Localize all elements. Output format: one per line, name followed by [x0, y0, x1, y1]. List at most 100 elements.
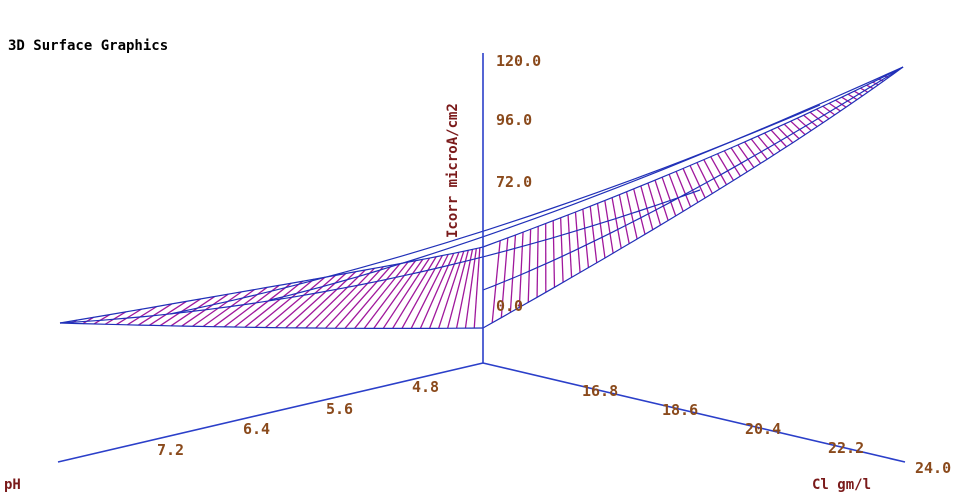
surface-hatch-line — [244, 280, 304, 328]
surface-hatch-line — [275, 274, 336, 329]
surface-hatch-line — [696, 162, 713, 194]
surface-hatch-line — [104, 311, 127, 325]
surface-hatch-line — [611, 197, 622, 249]
surface-hatch-line — [382, 257, 431, 329]
cl-axis — [482, 362, 906, 463]
surface-hatch-line — [438, 251, 465, 329]
surface-hatch-line — [737, 144, 755, 168]
surface-mesh-line — [169, 104, 821, 315]
surface-hatch-line — [822, 105, 836, 116]
surface-hatch-line — [560, 217, 564, 283]
ph-axis — [57, 362, 484, 463]
surface-hatch-line — [828, 102, 841, 112]
surface-hatch-line — [589, 206, 598, 263]
ph-tick-label: 5.6 — [326, 400, 353, 418]
surface-hatch-line — [757, 135, 775, 156]
surface-hatch-line — [202, 289, 255, 327]
surface-hatch-line — [796, 117, 812, 132]
surface-hatch-line — [654, 179, 669, 221]
surface-hatch-line — [582, 209, 590, 268]
surface-hatch-line — [689, 165, 706, 199]
surface-hatch-line — [254, 278, 315, 328]
surface-hatch-line — [710, 156, 728, 186]
surface-hatch-line — [860, 87, 869, 93]
surface-hatch-line — [234, 282, 292, 328]
cl-tick-label: 22.2 — [828, 439, 864, 457]
surface-hatch-line — [703, 159, 721, 190]
surface-hatch-line — [536, 226, 539, 298]
surface-hatch-line — [401, 255, 443, 329]
surface-hatch-line — [783, 123, 800, 140]
surface-hatch-line — [138, 303, 173, 326]
cl-tick-label: 24.0 — [915, 459, 951, 477]
surface-hatch-line — [744, 141, 762, 164]
surface-hatch-line — [82, 316, 94, 325]
surface-hatch-line — [315, 267, 375, 329]
surface-mesh-line — [482, 66, 904, 248]
surface-hatch-line — [803, 114, 818, 128]
surface-hatch-line — [473, 247, 481, 329]
surface-hatch-line — [618, 194, 630, 244]
surface-hatch-line — [373, 258, 424, 329]
surface-hatch-line — [334, 264, 393, 329]
cl-tick-label: 16.8 — [582, 382, 618, 400]
surface-hatch-line — [675, 171, 692, 208]
surface-hatch-line — [392, 256, 437, 329]
ph-tick-label: 6.4 — [243, 420, 270, 438]
surface-hatch-line — [764, 132, 781, 152]
surface-hatch-line — [777, 126, 794, 144]
surface-hatch-line — [93, 313, 111, 325]
surface-hatch-line — [344, 263, 401, 329]
z-tick-label: 72.0 — [496, 173, 532, 191]
surface-hatch-line — [853, 90, 863, 97]
surface-hatch-line — [816, 108, 830, 120]
surface-hatch-line — [750, 138, 768, 160]
surface-hatch-line — [149, 300, 187, 326]
surface-hatch-line — [115, 308, 142, 326]
cl-tick-label: 20.4 — [745, 420, 781, 438]
surface-plot — [59, 66, 904, 329]
surface-hatch-line — [596, 203, 606, 259]
surface-mesh-line — [482, 66, 904, 291]
surface-hatch-line — [668, 174, 684, 212]
surface-hatch-line — [770, 129, 787, 148]
surface-hatch-line — [305, 269, 366, 329]
surface-mesh-line — [59, 246, 484, 324]
surface-hatch-line — [567, 214, 573, 278]
surface-hatch-line — [552, 220, 556, 288]
surface-hatch-line — [455, 249, 474, 329]
cl-axis-label: Cl gm/l — [812, 477, 871, 493]
surface-hatch-line — [723, 150, 741, 177]
surface-hatch-line — [127, 305, 158, 326]
surface-hatch-line — [625, 191, 638, 240]
surface-hatch-line — [835, 99, 847, 108]
surface-mesh-line — [482, 66, 904, 329]
ph-tick-label: 7.2 — [157, 441, 184, 459]
surface-hatch-line — [464, 248, 477, 329]
cl-tick-label: 18.6 — [662, 401, 698, 419]
surface-hatch-line — [446, 250, 469, 329]
surface-hatch-line — [491, 240, 501, 323]
surface-hatch-line — [223, 284, 280, 328]
surface-hatch-line — [730, 147, 748, 173]
surface-fill — [60, 67, 903, 329]
surface-hatch-line — [790, 120, 806, 136]
surface-hatch-line — [265, 276, 326, 328]
surface-hatch-line — [354, 261, 409, 329]
chart-title: 3D Surface Graphics — [8, 38, 168, 54]
surface-hatch-line — [518, 232, 524, 308]
z-axis-label: Icorr microA/cm2 — [445, 103, 461, 238]
surface-hatch-line — [633, 188, 646, 235]
surface-hatch-line — [661, 176, 677, 217]
surface-hatch-line — [192, 291, 242, 327]
z-tick-label: 120.0 — [496, 52, 541, 70]
surface-hatch-line — [809, 111, 824, 124]
surface-hatch-line — [604, 200, 614, 254]
surface-hatch-line — [716, 153, 735, 181]
surface-hatch-line — [527, 229, 532, 303]
surface-hatch-line — [428, 251, 460, 329]
surface-hatch-line — [574, 211, 581, 273]
surface-mesh-line — [59, 189, 701, 324]
z-tick-label: 96.0 — [496, 111, 532, 129]
